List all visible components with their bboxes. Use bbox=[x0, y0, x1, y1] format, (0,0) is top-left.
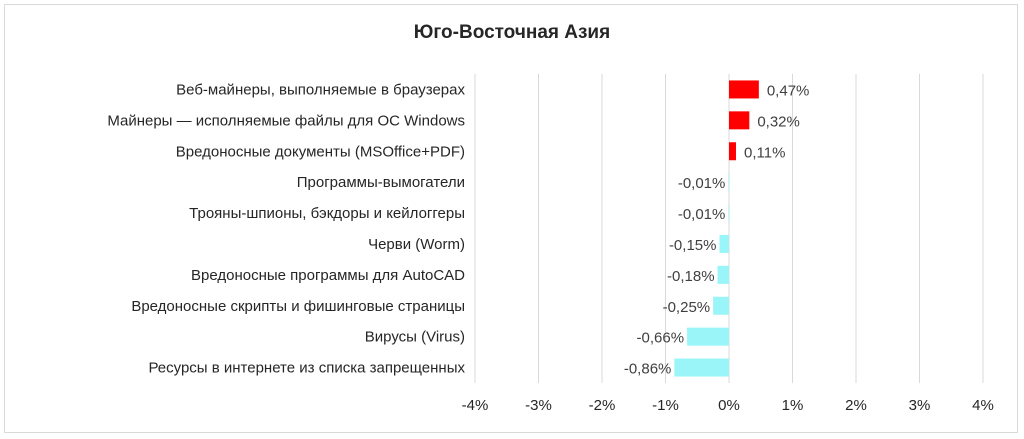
bar bbox=[687, 327, 729, 346]
bar bbox=[728, 204, 729, 223]
category-label: Веб-майнеры, выполняемые в браузерах bbox=[176, 81, 465, 98]
x-tick-labels: -4% -3% -2% -1% 0% 1% 2% 3% 4% bbox=[462, 397, 994, 414]
x-tick-label: -4% bbox=[462, 397, 489, 414]
category-labels: Веб-майнеры, выполняемые в браузерах Майн… bbox=[107, 81, 465, 376]
bars bbox=[674, 80, 759, 377]
x-tick-label: 2% bbox=[845, 397, 867, 414]
value-labels: 0,47% 0,32% 0,11% -0,01% -0,01% -0,15% -0,18% -… bbox=[624, 82, 810, 377]
bar bbox=[729, 80, 759, 99]
bar bbox=[713, 296, 729, 315]
bar bbox=[729, 142, 736, 161]
category-label: Трояны-шпионы, бэкдоры и кейлоггеры bbox=[189, 205, 465, 222]
value-label: 0,11% bbox=[744, 144, 785, 161]
value-label: 0,47% bbox=[767, 82, 810, 99]
x-tick-label: -2% bbox=[589, 397, 616, 414]
x-tick-label: -3% bbox=[525, 397, 552, 414]
category-label: Вредоносные программы для AutoCAD bbox=[191, 267, 465, 284]
category-label: Программы-вымогатели bbox=[297, 174, 465, 191]
x-tick-label: 4% bbox=[972, 397, 994, 414]
category-label: Черви (Worm) bbox=[368, 236, 465, 253]
bar bbox=[717, 265, 729, 284]
category-label: Вредоносные скрипты и фишинговые страниц… bbox=[131, 298, 465, 315]
bar bbox=[674, 358, 729, 377]
bar bbox=[728, 173, 729, 192]
x-tick-label: 1% bbox=[782, 397, 804, 414]
value-label: 0,32% bbox=[757, 113, 800, 130]
value-label: -0,66% bbox=[637, 330, 685, 347]
category-label: Ресурсы в интернете из списка запрещенны… bbox=[148, 360, 465, 377]
value-label: -0,15% bbox=[669, 237, 717, 254]
chart-title: Юго-Восточная Азия bbox=[413, 22, 611, 43]
category-label: Майнеры — исполняемые файлы для ОС Windo… bbox=[107, 112, 465, 129]
x-tick-label: 0% bbox=[718, 397, 740, 414]
bar bbox=[729, 111, 750, 130]
value-label: -0,25% bbox=[663, 299, 711, 316]
category-label: Вирусы (Virus) bbox=[365, 329, 465, 346]
chart-frame bbox=[4, 4, 1018, 433]
category-label: Вредоносные документы (MSOffice+PDF) bbox=[176, 143, 465, 160]
x-tick-label: -1% bbox=[652, 397, 679, 414]
value-label: -0,01% bbox=[678, 175, 726, 192]
value-label: -0,86% bbox=[624, 361, 672, 378]
bar bbox=[719, 234, 729, 253]
x-tick-label: 3% bbox=[909, 397, 931, 414]
value-label: -0,01% bbox=[678, 206, 726, 223]
value-label: -0,18% bbox=[667, 268, 715, 285]
